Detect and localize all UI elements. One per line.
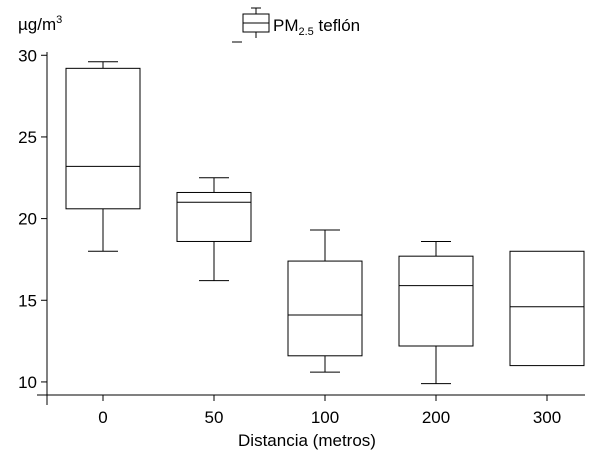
iqr-box	[65, 67, 141, 210]
y-tick-label: 30	[18, 46, 37, 65]
iqr-box	[509, 250, 585, 367]
legend: PM2.5 teflón	[232, 7, 360, 43]
x-tick-label: 200	[422, 408, 450, 427]
legend-label-base: PM	[273, 16, 299, 35]
y-tick-label: 25	[18, 128, 37, 147]
legend-label-subscript: 2.5	[299, 26, 314, 38]
iqr-box	[176, 191, 252, 242]
y-tick-label: 20	[18, 210, 37, 229]
boxes-group	[65, 61, 585, 385]
x-axis-title: Distancia (metros)	[238, 431, 376, 450]
iqr-box	[398, 255, 474, 347]
x-tick-label: 100	[311, 408, 339, 427]
y-tick-label: 10	[18, 373, 37, 392]
box-300	[509, 250, 585, 367]
legend-box-symbol	[232, 7, 270, 43]
y-axis-ticks: 10 15 20 25 30	[18, 46, 47, 392]
box-100	[287, 229, 363, 373]
box-50	[176, 177, 252, 282]
box-200	[398, 240, 474, 385]
iqr-box	[287, 260, 363, 357]
legend-label: PM2.5 teflón	[273, 16, 360, 38]
box-0	[65, 61, 141, 252]
x-axis-ticks: 0 50 100 200 300	[98, 395, 561, 427]
x-tick-label: 300	[533, 408, 561, 427]
y-unit-superscript: 3	[56, 14, 62, 26]
x-tick-label: 50	[205, 408, 224, 427]
y-unit-label: µg/m3	[18, 14, 62, 34]
x-tick-label: 0	[98, 408, 107, 427]
y-tick-label: 15	[18, 291, 37, 310]
legend-label-suffix: teflón	[314, 16, 360, 35]
y-unit-base: µg/m	[18, 15, 56, 34]
